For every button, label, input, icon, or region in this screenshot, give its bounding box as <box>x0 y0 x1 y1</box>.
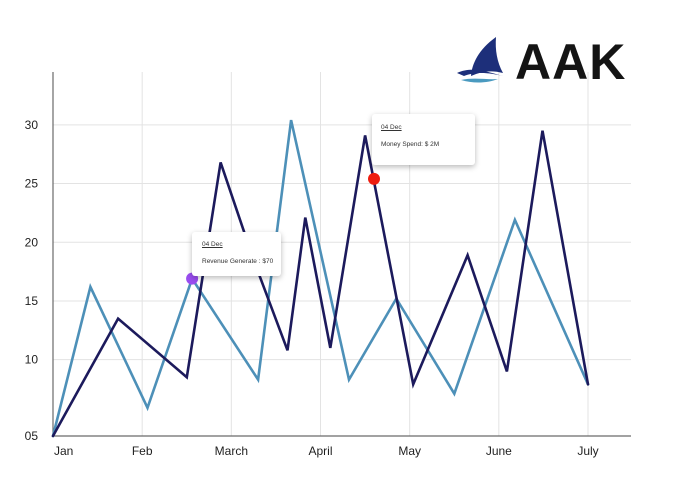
tooltip-text: Money Spend: $ 2M <box>381 141 440 148</box>
brand-name: AAK <box>515 34 626 90</box>
y-tick-label: 15 <box>25 294 39 308</box>
x-tick-label: July <box>577 444 598 458</box>
x-tick-label: Jan <box>54 444 73 458</box>
y-tick-label: 25 <box>25 177 39 191</box>
sailboat-icon <box>457 37 503 83</box>
y-tick-labels: 05 10 15 20 25 30 <box>25 118 39 443</box>
tooltip-date: 04 Dec <box>381 124 402 131</box>
y-tick-label: 05 <box>25 429 39 443</box>
gridlines <box>53 72 631 436</box>
tooltip-revenue: 04 Dec Revenue Generate : $70 <box>192 232 281 276</box>
x-tick-label: April <box>308 444 332 458</box>
x-tick-label: Feb <box>132 444 153 458</box>
tooltip-text: Revenue Generate : $70 <box>202 258 274 265</box>
axes <box>52 72 631 437</box>
series-lines <box>51 119 590 438</box>
y-tick-label: 10 <box>25 353 39 367</box>
highlight-marker <box>368 172 380 185</box>
x-tick-labels: Jan Feb March April May June July <box>54 444 599 458</box>
y-tick-label: 20 <box>25 235 39 249</box>
y-tick-label: 30 <box>25 118 39 132</box>
tooltip-spend: 04 Dec Money Spend: $ 2M <box>372 114 475 165</box>
tooltip-date: 04 Dec <box>202 241 223 248</box>
x-tick-label: May <box>398 444 421 458</box>
x-tick-label: June <box>486 444 512 458</box>
x-tick-label: March <box>215 444 248 458</box>
brand-logo: AAK <box>457 34 626 90</box>
series-line <box>51 119 590 438</box>
series-line <box>51 130 590 438</box>
